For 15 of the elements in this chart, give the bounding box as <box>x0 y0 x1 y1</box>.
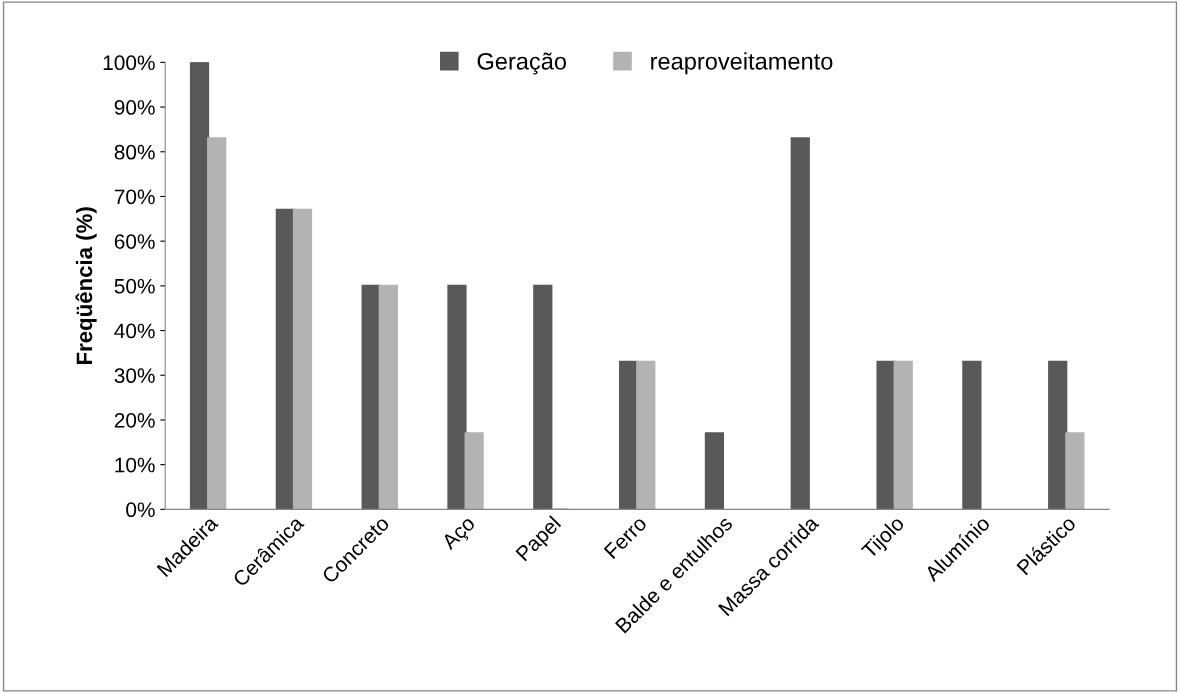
y-tick-label: 60% <box>114 234 155 249</box>
legend-label: reaproveitamento <box>651 52 833 75</box>
x-tick-label: Aço <box>440 515 479 554</box>
y-tick-label: 20% <box>114 412 155 428</box>
y-tick-label: 90% <box>114 100 155 115</box>
y-tick-label: 100% <box>103 55 155 71</box>
y-axis-title: Freqüência (%) <box>75 207 97 365</box>
y-tick-label: 70% <box>114 189 155 205</box>
y-tick-label: 80% <box>114 144 155 160</box>
y-tick-label: 30% <box>114 368 155 384</box>
y-tick-label: 0% <box>126 502 155 518</box>
y-tick-label: 50% <box>114 278 155 294</box>
y-tick-label: 40% <box>114 323 155 339</box>
y-tick-label: 10% <box>115 457 155 473</box>
legend-label: Geração <box>477 52 567 75</box>
